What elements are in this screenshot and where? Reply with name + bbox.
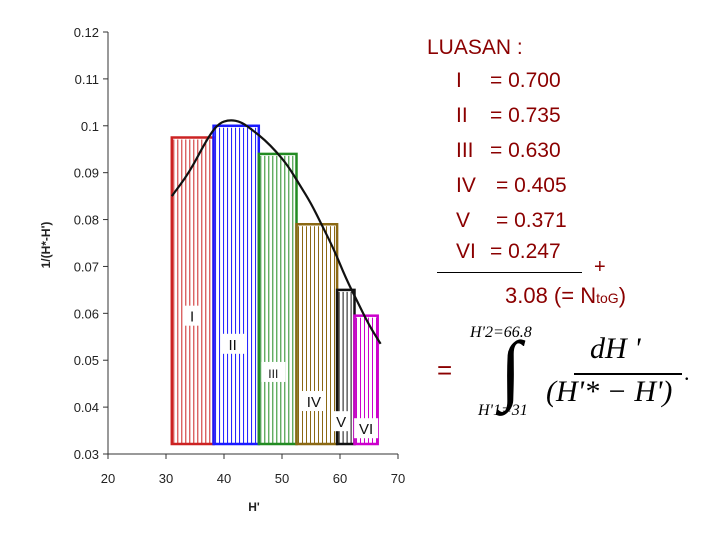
region-label: III — [268, 367, 278, 381]
x-tick-label: 40 — [217, 471, 231, 486]
y-axis: 0.03 0.04 0.05 0.06 0.07 0.08 0.09 0.1 0.11 0.12 — [74, 25, 109, 462]
region-II — [212, 124, 261, 446]
region-label-bg — [220, 333, 245, 354]
y-tick-label: 0.07 — [74, 259, 99, 274]
x-tick-label: 70 — [391, 471, 405, 486]
region-label-bg — [354, 418, 379, 439]
x-axis: 20 30 40 50 60 70 — [101, 453, 405, 486]
region-bar — [353, 314, 379, 446]
fitted-curve — [170, 119, 382, 345]
x-tick-label: 30 — [159, 471, 173, 486]
x-tick-label: 20 — [101, 471, 115, 486]
region-label: II — [229, 337, 237, 354]
region-label-bg — [333, 411, 350, 432]
region-label: V — [336, 414, 346, 431]
x-tick-label: 50 — [275, 471, 289, 486]
region-label-bg — [184, 305, 201, 326]
region-label: I — [190, 309, 194, 326]
y-tick-label: 0.08 — [74, 213, 99, 228]
plot-background — [108, 32, 398, 454]
region-label: VI — [359, 421, 373, 438]
y-tick-label: 0.06 — [74, 306, 99, 321]
y-tick-label: 0.03 — [74, 447, 99, 462]
x-axis-label: H' — [248, 500, 260, 514]
y-tick-label: 0.11 — [75, 72, 99, 87]
y-tick-label: 0.12 — [74, 25, 99, 40]
y-tick-label: 0.09 — [74, 166, 99, 181]
region-label-bg — [261, 361, 286, 382]
x-tick-label: 60 — [333, 471, 347, 486]
region-label: IV — [307, 394, 321, 411]
y-tick-label: 0.05 — [74, 353, 99, 368]
region-label-bg — [301, 391, 326, 412]
y-tick-label: 0.04 — [74, 400, 99, 415]
y-tick-label: 0.1 — [81, 119, 99, 134]
y-axis-label: 1/(H*-H') — [39, 222, 53, 269]
